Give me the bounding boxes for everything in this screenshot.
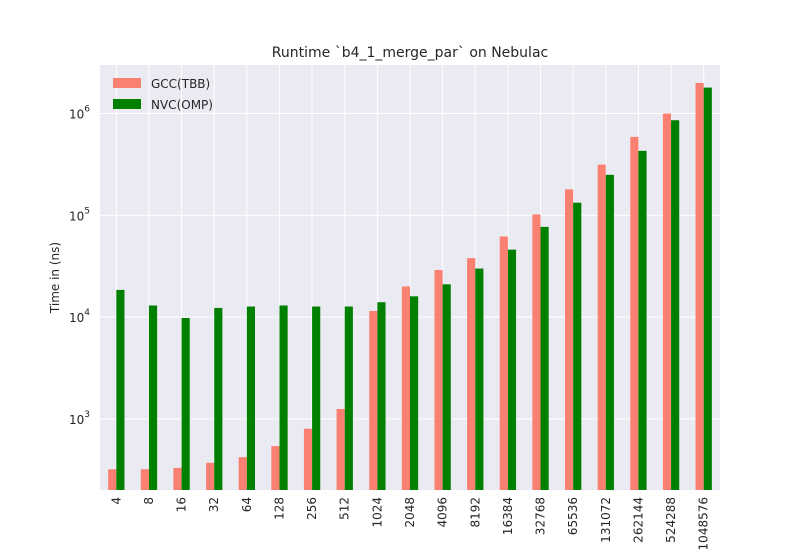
x-tick-label: 4 (109, 497, 123, 505)
bar-nvc-omp (214, 307, 223, 490)
y-tick-label: 103 (69, 410, 90, 427)
x-tick-label: 128 (272, 497, 286, 520)
bar-nvc-omp (410, 296, 419, 490)
x-tick-label: 32768 (534, 497, 548, 535)
x-tick-label: 64 (240, 497, 254, 512)
bar-gcc-tbb (173, 467, 182, 490)
bar-nvc-omp (148, 305, 158, 490)
x-tick-label: 131072 (599, 497, 613, 543)
legend-swatch (113, 99, 141, 109)
bar-nvc-omp (116, 289, 125, 490)
bar-gcc-tbb (499, 236, 508, 490)
bar-gcc-tbb (532, 214, 541, 490)
bar-gcc-tbb (369, 310, 378, 490)
y-axis-label: Time in (ns) (48, 242, 62, 314)
bar-nvc-omp (181, 317, 190, 490)
x-tick-label: 16384 (501, 497, 515, 535)
bar-gcc-tbb (140, 469, 149, 490)
x-tick-label: 262144 (631, 497, 645, 543)
bar-gcc-tbb (238, 457, 247, 490)
y-axis-ticks: 103 104 105 106 (69, 105, 90, 427)
bar-nvc-omp (475, 268, 484, 490)
bar-nvc-omp (638, 150, 647, 490)
bar-nvc-omp (671, 120, 680, 490)
bar-gcc-tbb (597, 164, 606, 490)
bar-gcc-tbb (336, 409, 345, 490)
bar-gcc-tbb (630, 136, 639, 490)
legend-label: GCC(TBB) (151, 77, 210, 91)
bar-nvc-omp (312, 306, 321, 490)
x-tick-label: 65536 (566, 497, 580, 535)
bar-nvc-omp (507, 249, 517, 490)
bar-nvc-omp (344, 306, 353, 490)
bar-gcc-tbb (695, 82, 704, 490)
bar-nvc-omp (573, 202, 582, 490)
bar-nvc-omp (377, 302, 386, 490)
x-tick-label: 1024 (370, 497, 384, 528)
bar-gcc-tbb (303, 428, 313, 490)
bars (108, 82, 712, 491)
x-tick-label: 16 (175, 497, 189, 512)
x-tick-label: 256 (305, 497, 319, 520)
x-tick-label: 32 (207, 497, 221, 512)
x-tick-label: 8 (142, 497, 156, 505)
bar-gcc-tbb (565, 189, 574, 491)
y-tick-label: 106 (69, 105, 90, 122)
x-tick-label: 4096 (436, 497, 450, 528)
y-tick-label: 104 (69, 308, 90, 325)
bar-nvc-omp (605, 174, 614, 490)
bar-nvc-omp (246, 306, 255, 490)
x-tick-label: 512 (338, 497, 352, 520)
y-tick-label: 105 (69, 206, 90, 223)
bar-gcc-tbb (401, 286, 410, 490)
legend-label: NVC(OMP) (151, 98, 213, 112)
x-tick-label: 8192 (468, 497, 482, 528)
chart-title: Runtime `b4_1_merge_par` on Nebulac (272, 45, 548, 61)
bar-nvc-omp (442, 284, 451, 490)
bar-nvc-omp (279, 305, 288, 490)
x-tick-label: 2048 (403, 497, 417, 528)
bar-gcc-tbb (467, 258, 476, 490)
bar-nvc-omp (540, 226, 549, 490)
bar-gcc-tbb (271, 446, 280, 490)
bar-gcc-tbb (206, 462, 215, 490)
x-tick-label: 1048576 (697, 497, 711, 550)
bar-gcc-tbb (434, 270, 443, 490)
bar-nvc-omp (703, 87, 712, 490)
legend: GCC(TBB) NVC(OMP) (113, 77, 213, 112)
legend-swatch (113, 78, 141, 88)
x-axis-ticks: 4 8 16 32 64 128 256 512 1024 2048 4096 8192 16384 32… (109, 497, 710, 550)
bar-gcc-tbb (662, 113, 672, 490)
bar-gcc-tbb (108, 469, 117, 490)
x-tick-label: 524288 (664, 497, 678, 543)
